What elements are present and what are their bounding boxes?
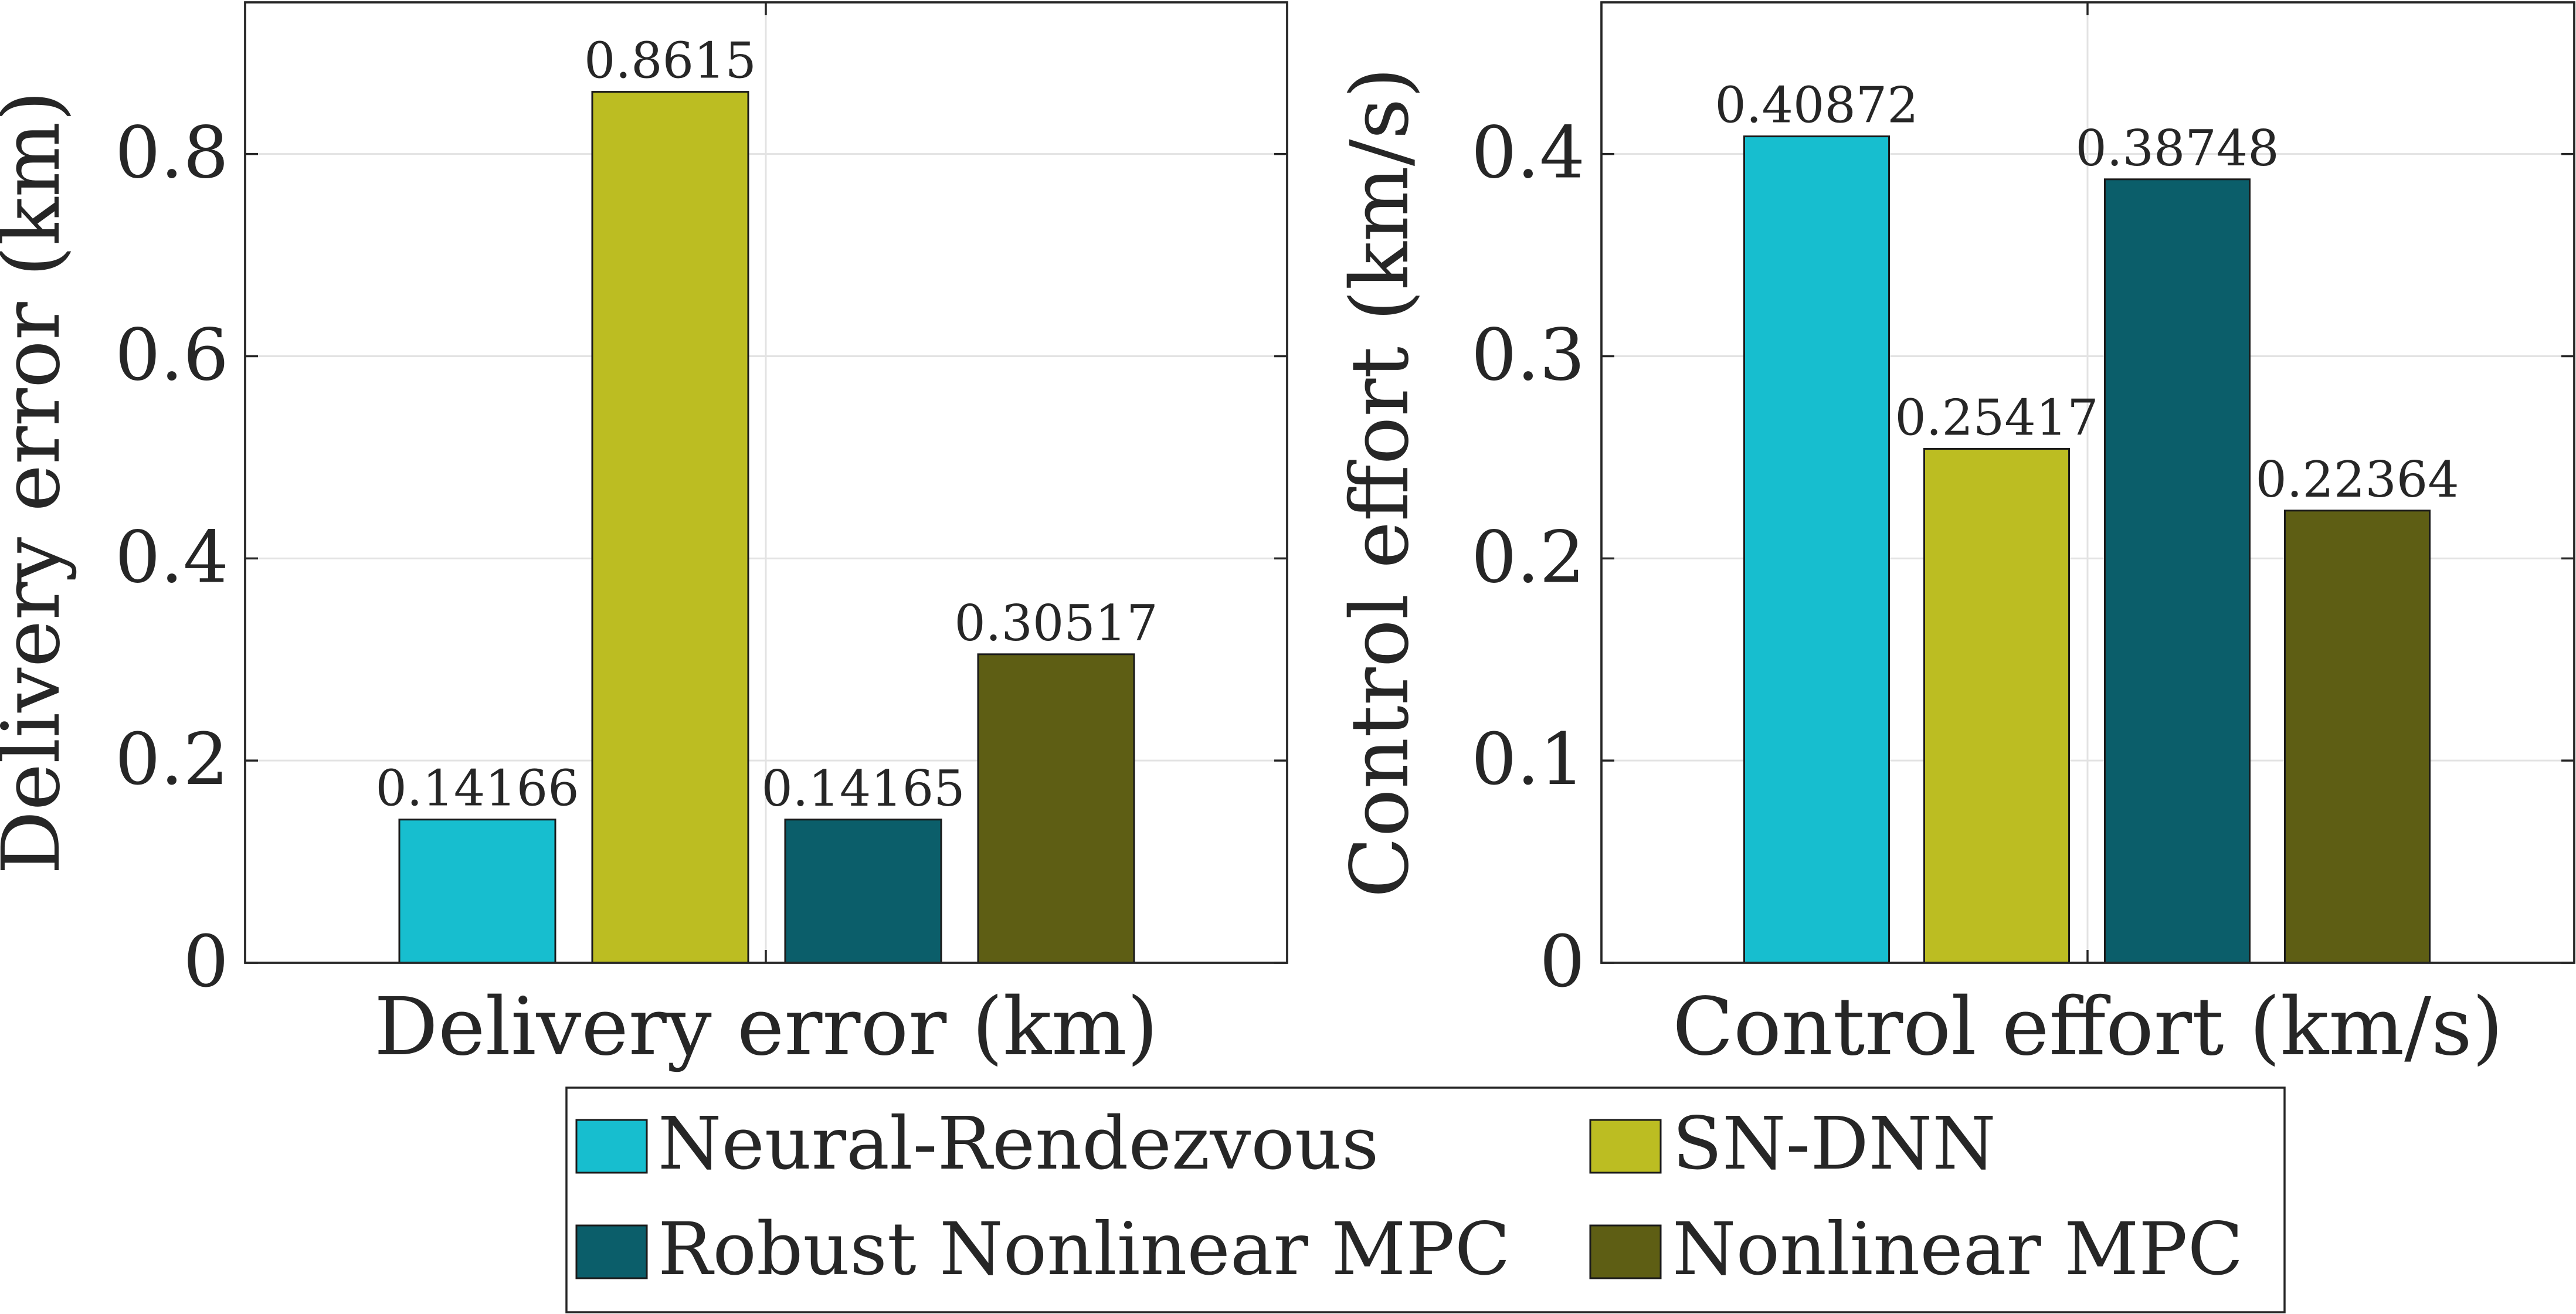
legend-item-sn-dnn: SN-DNN — [1589, 1102, 1996, 1186]
axes-outline — [1600, 1, 2575, 964]
data-label: 0.38748 — [2075, 120, 2279, 177]
bar-3 — [784, 819, 942, 964]
legend-label: SN-DNN — [1672, 1102, 1996, 1186]
y-tick-label: 0.2 — [115, 718, 229, 801]
legend-item-nonlinear-mpc: Nonlinear MPC — [1589, 1207, 2243, 1292]
axes-outline — [244, 1, 1288, 964]
legend-label: Robust Nonlinear MPC — [658, 1207, 1511, 1292]
y-tick-label: 0.4 — [115, 515, 229, 599]
y-tick-label: 0.2 — [1471, 515, 1585, 599]
bar-3 — [2104, 178, 2251, 964]
y-tick-label: 0.3 — [1471, 313, 1585, 396]
legend-swatch — [575, 1224, 648, 1279]
legend-swatch — [1589, 1119, 1662, 1174]
y-tick-label: 0.4 — [1471, 111, 1585, 195]
bar-2 — [1923, 448, 2070, 964]
data-label: 0.8615 — [584, 32, 756, 90]
y-tick-label: 0 — [1539, 920, 1585, 1003]
data-label: 0.22364 — [2255, 451, 2459, 508]
y-tick-label: 0.6 — [115, 313, 229, 396]
bar-4 — [977, 653, 1135, 964]
y-axis-label: Delivery error (km) — [0, 90, 78, 874]
chart-control-effort: 0 0.1 0.2 0.3 0.4 0.40872 0.25417 0.38748 0.2236… — [1334, 1, 2575, 1074]
data-label: 0.14166 — [375, 760, 579, 817]
legend: Neural-Rendezvous SN-DNN Robust Nonlinear … — [565, 1086, 2286, 1313]
data-label: 0.25417 — [1895, 389, 2098, 447]
legend-label: Nonlinear MPC — [1672, 1207, 2243, 1292]
legend-label: Neural-Rendezvous — [658, 1102, 1379, 1186]
bar-4 — [2284, 510, 2431, 964]
legend-item-neural-rendezvous: Neural-Rendezvous — [575, 1102, 1379, 1186]
y-axis-label: Control effort (km/s) — [1334, 67, 1427, 898]
y-tick-label: 0.8 — [115, 111, 229, 195]
y-tick-label: 0.1 — [1471, 718, 1585, 801]
data-label: 0.30517 — [954, 595, 1158, 652]
x-axis-label: Delivery error (km) — [374, 981, 1158, 1074]
x-axis-label: Control effort (km/s) — [1672, 981, 2503, 1074]
bar-1 — [398, 819, 556, 964]
bar-2 — [591, 91, 749, 964]
legend-swatch — [575, 1119, 648, 1174]
legend-box — [565, 1086, 2286, 1313]
legend-item-robust-nonlinear-mpc: Robust Nonlinear MPC — [575, 1207, 1511, 1292]
data-label: 0.40872 — [1715, 77, 1918, 134]
legend-swatch — [1589, 1224, 1662, 1279]
chart-delivery-error: 0 0.2 0.4 0.6 0.8 0.14166 0.8615 0.14165 0.30517… — [0, 1, 1288, 1074]
data-label: 0.14165 — [761, 760, 965, 817]
bar-1 — [1743, 135, 1890, 964]
y-tick-label: 0 — [183, 920, 229, 1003]
